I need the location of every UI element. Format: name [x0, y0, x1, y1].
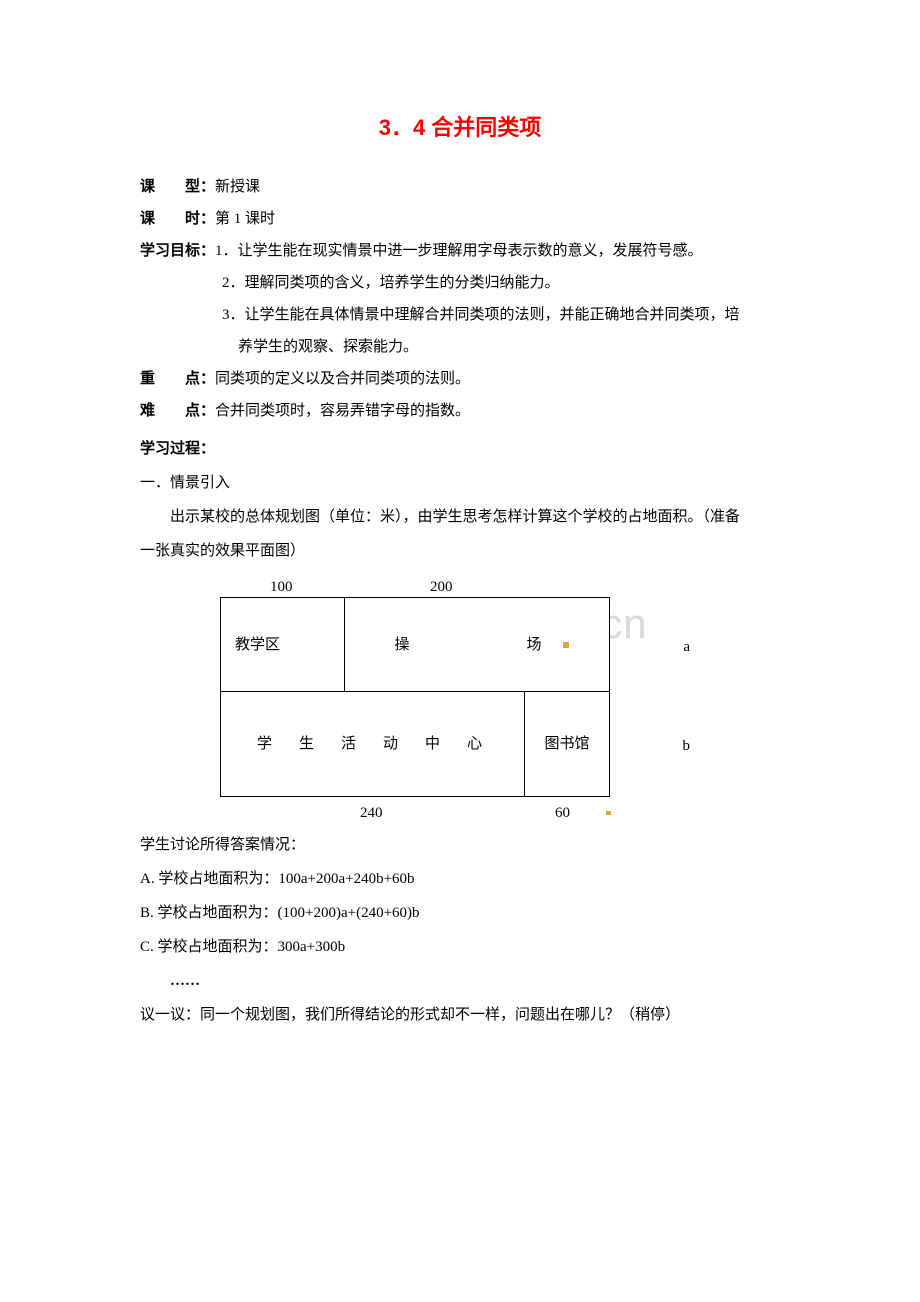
section-1-head: 一．情景引入	[140, 471, 780, 495]
key-label: 重 点：	[140, 371, 215, 387]
label-100: 100	[270, 575, 293, 599]
label-a: a	[683, 635, 690, 659]
course-type-label: 课 型：	[140, 179, 215, 195]
diagram-row-1: 教学区 操 场 a	[220, 597, 660, 692]
section-1-p1: 出示某校的总体规划图（单位：米），由学生思考怎样计算这个学校的占地面积。（准备	[140, 505, 780, 529]
process-label: 学习过程：	[140, 437, 780, 461]
diagram-top-labels: 100 200	[220, 575, 660, 597]
goal-row-3b: 养学生的观察、探索能力。	[140, 335, 780, 359]
school-plan-diagram: 100 200 教学区 操 场 a 学 生 活 动 中 心 图书馆 b 240 …	[220, 575, 660, 823]
diff-label: 难 点：	[140, 403, 215, 419]
goal-row-3: 3．让学生能在具体情景中理解合并同类项的法则，并能正确地合并同类项，培	[140, 303, 780, 327]
discussion-head: 学生讨论所得答案情况：	[140, 833, 780, 857]
cell-activity: 学 生 活 动 中 心	[220, 692, 525, 797]
cell-library: 图书馆	[525, 692, 610, 797]
diagram-bottom-labels: 240 60	[220, 797, 660, 823]
course-period-row: 课 时：第 1 课时	[140, 207, 780, 231]
answer-c: C. 学校占地面积为：300a+300b	[140, 935, 780, 959]
course-type-row: 课 型：新授课	[140, 175, 780, 199]
page-title: 3．4 合并同类项	[140, 110, 780, 145]
goal-1-text: 1．让学生能在现实情景中进一步理解用字母表示数的意义，发展符号感。	[215, 243, 703, 259]
orange-dot-icon	[563, 642, 569, 648]
key-value: 同类项的定义以及合并同类项的法则。	[215, 371, 470, 387]
answer-b: B. 学校占地面积为：(100+200)a+(240+60)b	[140, 901, 780, 925]
orange-mark-icon	[606, 811, 611, 815]
key-row: 重 点：同类项的定义以及合并同类项的法则。	[140, 367, 780, 391]
course-period-label: 课 时：	[140, 211, 215, 227]
section-1-p2: 一张真实的效果平面图）	[140, 539, 780, 563]
label-200: 200	[430, 575, 453, 599]
course-period-value: 第 1 课时	[215, 211, 275, 227]
label-240: 240	[360, 801, 383, 825]
label-60: 60	[555, 801, 570, 825]
ellipsis: ……	[140, 969, 780, 993]
discuss-prompt: 议一议：同一个规划图，我们所得结论的形式却不一样，问题出在哪儿？（稍停）	[140, 1003, 780, 1027]
goal-row-2: 2．理解同类项的含义，培养学生的分类归纳能力。	[140, 271, 780, 295]
cell-teaching: 教学区	[220, 597, 345, 692]
answer-a: A. 学校占地面积为：100a+200a+240b+60b	[140, 867, 780, 891]
cell-playground: 操 场	[345, 597, 610, 692]
cell-playground-text: 操 场	[394, 633, 559, 657]
goal-row-1: 学习目标：1．让学生能在现实情景中进一步理解用字母表示数的意义，发展符号感。	[140, 239, 780, 263]
goal-label: 学习目标：	[140, 243, 215, 259]
diff-value: 合并同类项时，容易弄错字母的指数。	[215, 403, 470, 419]
course-type-value: 新授课	[215, 179, 260, 195]
diagram-row-2: 学 生 活 动 中 心 图书馆 b	[220, 692, 660, 797]
diff-row: 难 点：合并同类项时，容易弄错字母的指数。	[140, 399, 780, 423]
label-b: b	[683, 734, 691, 758]
